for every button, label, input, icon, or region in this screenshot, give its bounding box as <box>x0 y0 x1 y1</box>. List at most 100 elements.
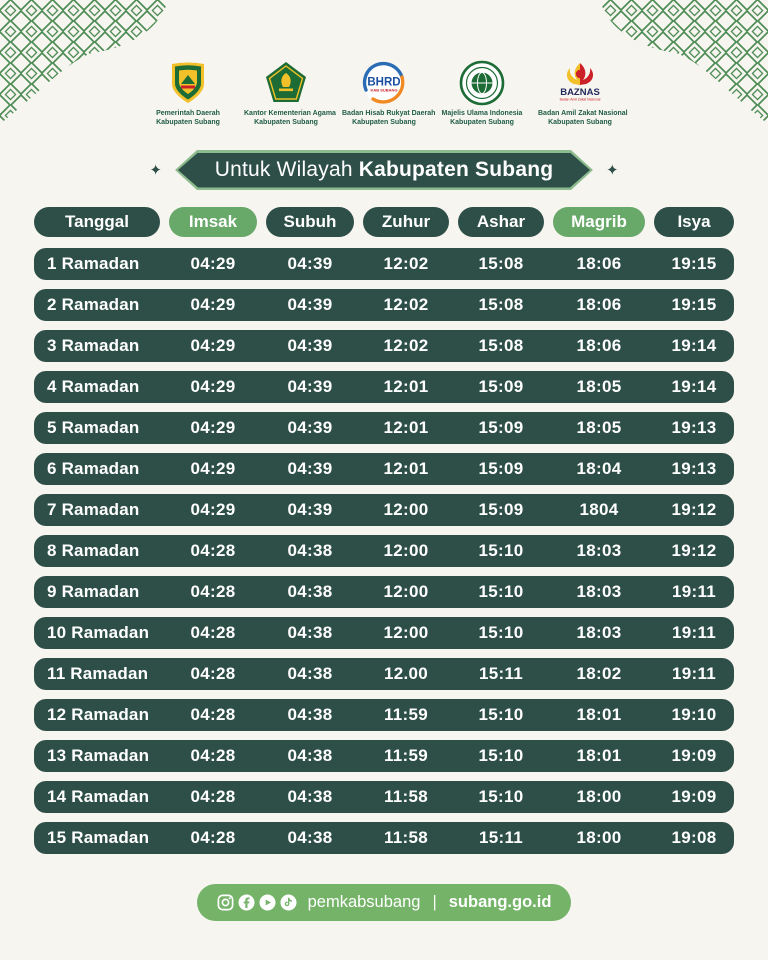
row-time: 18:01 <box>576 705 622 724</box>
title-banner-outline: Untuk Wilayah Kabupaten Subang <box>175 150 593 190</box>
row-time: 18:05 <box>576 418 622 437</box>
row-date: 12 Ramadan <box>47 705 150 724</box>
row-time: 04:38 <box>287 664 333 683</box>
logo-caption: Kantor Kementerian Agama Kabupaten Suban… <box>244 109 336 128</box>
schedule-rows: 1 Ramadan 04:29 04:39 12:02 15:08 18:06 19:15 2… <box>34 248 734 854</box>
row-time: 15:09 <box>478 377 524 396</box>
row-time: 19:09 <box>671 746 717 765</box>
row-time: 04:28 <box>190 705 236 724</box>
table-row: 15 Ramadan 04:28 04:38 11:58 15:11 18:00 19:08 <box>34 822 734 854</box>
row-time: 18:06 <box>576 254 622 273</box>
row-time: 04:38 <box>287 582 333 601</box>
column-header-zuhur: Zuhur <box>363 207 449 237</box>
table-row: 11 Ramadan 04:28 04:38 12.00 15:11 18:02 19:11 <box>34 658 734 690</box>
row-time: 15:10 <box>478 582 524 601</box>
logo-caption-line1: Kantor Kementerian Agama <box>244 110 336 117</box>
schedule-table: Tanggal Imsak Subuh Zuhur Ashar Magrib Isya 1 … <box>34 207 734 863</box>
logo-bhrd: BHRD KAB SUBANG Badan Hisab Rukyat Daera… <box>342 60 435 128</box>
logo-pemda-subang: Pemerintah Daerah Kabupaten Subang <box>146 60 230 128</box>
column-header-ashar: Ashar <box>458 207 544 237</box>
row-time: 15:11 <box>478 664 524 683</box>
row-time: 04:29 <box>190 418 236 437</box>
row-time: 19:15 <box>671 254 717 273</box>
diamond-left-icon: ✦ <box>149 161 162 179</box>
row-time: 15:08 <box>478 336 524 355</box>
row-date: 9 Ramadan <box>47 582 140 601</box>
row-time: 04:29 <box>190 500 236 519</box>
row-time: 1804 <box>579 500 619 519</box>
row-date: 7 Ramadan <box>47 500 140 519</box>
row-time: 04:39 <box>287 459 333 478</box>
logo-caption: Badan Hisab Rukyat Daerah Kabupaten Suba… <box>342 109 435 128</box>
logo-caption-line1: Badan Amil Zakat Nasional <box>538 110 628 117</box>
row-time: 18:03 <box>576 582 622 601</box>
row-date: 8 Ramadan <box>47 541 140 560</box>
row-time: 12:00 <box>383 541 429 560</box>
column-header-tanggal: Tanggal <box>34 207 160 237</box>
row-time: 04:28 <box>190 541 236 560</box>
row-time: 11:58 <box>383 787 429 806</box>
column-header-isya: Isya <box>654 207 734 237</box>
row-date: 11 Ramadan <box>47 664 149 683</box>
row-time: 12:01 <box>383 418 429 437</box>
row-date: 6 Ramadan <box>47 459 140 478</box>
row-time: 15:10 <box>478 705 524 724</box>
row-time: 04:39 <box>287 295 333 314</box>
kemenag-logo-icon <box>266 62 306 102</box>
row-time: 19:09 <box>671 787 717 806</box>
baznas-logo-text: BAZNAS <box>560 87 600 98</box>
logo-caption-line2: Kabupaten Subang <box>548 119 612 127</box>
row-time: 12.00 <box>383 664 429 683</box>
logo-caption-line2: Kabupaten Subang <box>254 119 318 127</box>
row-time: 18:06 <box>576 295 622 314</box>
row-time: 04:29 <box>190 377 236 396</box>
logo-caption: Badan Amil Zakat Nasional Kabupaten Suba… <box>538 109 628 128</box>
table-row: 3 Ramadan 04:29 04:39 12:02 15:08 18:06 19:14 <box>34 330 734 362</box>
row-time: 04:39 <box>287 418 333 437</box>
row-time: 04:29 <box>190 295 236 314</box>
row-time: 12:02 <box>383 254 429 273</box>
row-date: 1 Ramadan <box>47 254 140 273</box>
row-time: 04:29 <box>190 459 236 478</box>
row-time: 19:13 <box>671 418 717 437</box>
logo-kemenag: Kantor Kementerian Agama Kabupaten Suban… <box>244 60 336 128</box>
row-time: 15:10 <box>478 746 524 765</box>
corner-lattice-right-icon <box>600 0 768 124</box>
row-time: 19:14 <box>671 377 717 396</box>
row-time: 15:10 <box>478 787 524 806</box>
table-row: 14 Ramadan 04:28 04:38 11:58 15:10 18:00 19:09 <box>34 781 734 813</box>
pemda-subang-logo-icon <box>172 62 204 103</box>
logo-baznas: BAZNAS Badan Amil Zakat Nasional Badan A… <box>538 60 628 128</box>
row-date: 4 Ramadan <box>47 377 140 396</box>
table-row: 8 Ramadan 04:28 04:38 12:00 15:10 18:03 19:12 <box>34 535 734 567</box>
tiktok-icon <box>280 894 297 911</box>
row-time: 19:15 <box>671 295 717 314</box>
row-time: 19:10 <box>671 705 717 724</box>
row-time: 19:11 <box>671 664 717 683</box>
row-date: 15 Ramadan <box>47 828 150 847</box>
row-date: 5 Ramadan <box>47 418 140 437</box>
row-time: 12:01 <box>383 377 429 396</box>
row-time: 12:00 <box>383 582 429 601</box>
youtube-icon <box>259 894 276 911</box>
logo-mui: Majelis Ulama Indonesia Kabupaten Subang <box>440 60 524 128</box>
row-time: 15:08 <box>478 254 524 273</box>
row-time: 19:14 <box>671 336 717 355</box>
row-time: 11:59 <box>383 746 429 765</box>
social-handle: pemkabsubang <box>307 893 421 911</box>
table-row: 7 Ramadan 04:29 04:39 12:00 15:09 1804 19:12 <box>34 494 734 526</box>
row-time: 15:08 <box>478 295 524 314</box>
social-icons <box>217 894 297 911</box>
row-time: 19:13 <box>671 459 717 478</box>
row-date: 13 Ramadan <box>47 746 150 765</box>
row-time: 15:10 <box>478 541 524 560</box>
corner-lattice-left-icon <box>0 0 168 124</box>
social-pill: pemkabsubang | subang.go.id <box>196 884 572 921</box>
footer-separator: | <box>432 893 437 911</box>
row-time: 12:00 <box>383 623 429 642</box>
logo-row: Pemerintah Daerah Kabupaten Subang Kanto… <box>146 60 628 128</box>
row-time: 18:03 <box>576 541 622 560</box>
row-time: 04:39 <box>287 377 333 396</box>
title-region: Kabupaten Subang <box>358 158 554 181</box>
logo-caption-line2: Kabupaten Subang <box>352 119 416 127</box>
